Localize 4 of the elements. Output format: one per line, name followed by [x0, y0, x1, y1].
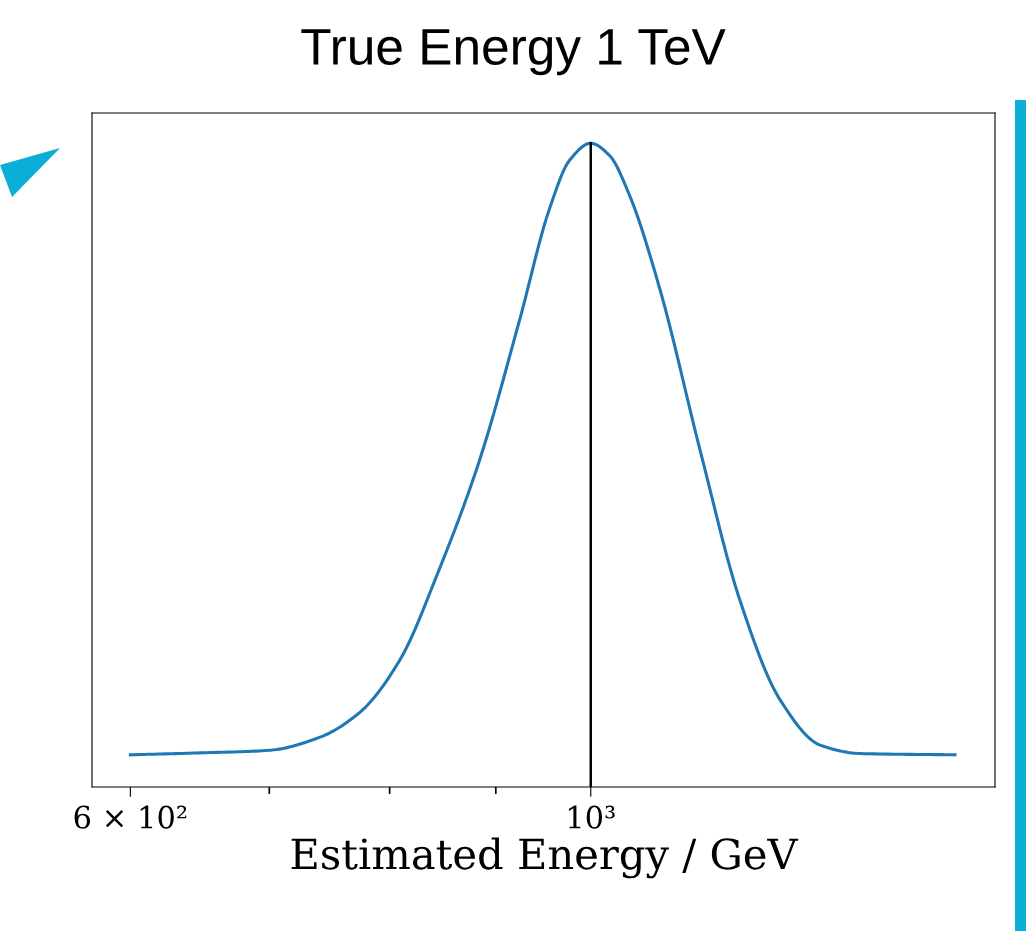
chart-title: True Energy 1 TeV: [301, 29, 726, 76]
x-tick-label: 10³: [568, 805, 615, 829]
x-axis-title: Estimated Energy / GeV: [291, 837, 799, 879]
x-tick-label: 6 × 10²: [74, 805, 187, 829]
